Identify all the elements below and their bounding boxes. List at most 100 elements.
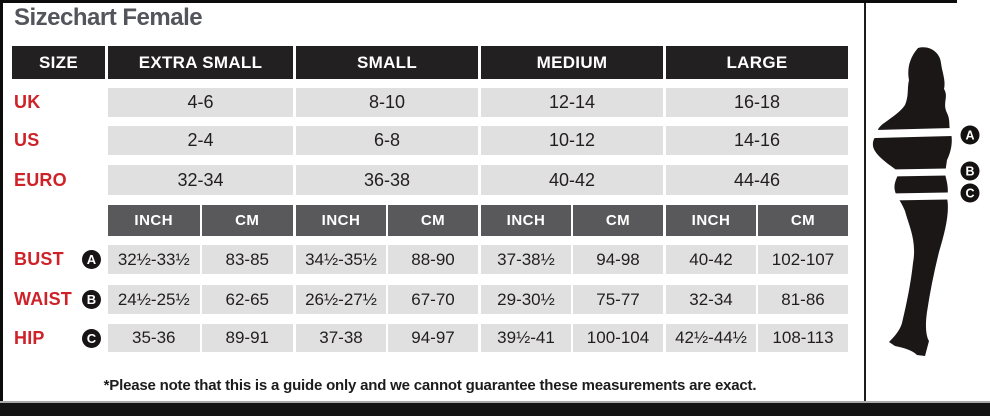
row-label-euro: EURO	[14, 169, 67, 190]
euro-small-cell: 36-38	[296, 165, 478, 195]
hip-l-inch-cell: 42½-44½	[666, 324, 756, 352]
marker-b-badge-icon: B	[82, 290, 101, 309]
marker-a-badge-icon: A	[82, 250, 101, 269]
bust-small: 34½-35½ 88-90	[296, 245, 478, 274]
table-row-waist: WAIST B 24½-25½ 62-65 26½-27½ 67-70 29-3…	[12, 285, 848, 314]
unit-cm-label: CM	[758, 205, 848, 236]
table-row-hip: HIP C 35-36 89-91 37-38 94-97 39½-41 100…	[12, 324, 848, 352]
us-small-cell: 6-8	[296, 126, 478, 155]
us-medium-cell: 10-12	[481, 126, 663, 155]
euro-extra-small-cell: 32-34	[108, 165, 293, 195]
waist-label-text: WAIST	[14, 289, 72, 309]
bust-line-gap	[865, 127, 963, 139]
waist-xs-cm-cell: 62-65	[201, 285, 293, 314]
units-medium: INCH CM	[481, 205, 663, 236]
waist-large: 32-34 81-86	[666, 285, 848, 314]
hip-s-cm-cell: 94-97	[388, 324, 478, 352]
figure-marker-b-icon	[960, 161, 980, 181]
row-label-hip: HIP C	[12, 324, 105, 352]
bust-extra-small: 32½-33½ 83-85	[108, 245, 293, 274]
bust-xs-cm-cell: 83-85	[201, 245, 293, 274]
bust-s-cm-cell: 88-90	[388, 245, 478, 274]
hip-m-cm-cell: 100-104	[573, 324, 663, 352]
figure-marker-b-label: B	[965, 165, 974, 179]
unit-cm-label: CM	[573, 205, 663, 236]
waist-l-inch-cell: 32-34	[666, 285, 756, 314]
bust-s-inch-cell: 34½-35½	[296, 245, 386, 274]
waist-m-inch-cell: 29-30½	[481, 285, 571, 314]
waist-extra-small: 24½-25½ 62-65	[108, 285, 293, 314]
hip-large: 42½-44½ 108-113	[666, 324, 848, 352]
euro-medium-cell: 40-42	[481, 165, 663, 195]
header-cell-medium: MEDIUM	[481, 46, 663, 79]
uk-large-cell: 16-18	[666, 88, 848, 117]
marker-c-badge-icon: C	[82, 328, 101, 348]
waist-l-cm-cell: 81-86	[758, 285, 848, 314]
bust-xs-inch-cell: 32½-33½	[108, 245, 200, 274]
us-extra-small-cell: 2-4	[108, 126, 293, 155]
bust-m-cm-cell: 94-98	[573, 245, 663, 274]
hip-xs-cm-cell: 89-91	[201, 324, 293, 352]
figure-marker-a-label: A	[965, 129, 974, 143]
waist-xs-inch-cell: 24½-25½	[108, 285, 200, 314]
uk-small-cell: 8-10	[296, 88, 478, 117]
hip-line-gap	[869, 192, 963, 201]
hip-small: 37-38 94-97	[296, 324, 478, 352]
table-row-bust: BUST A 32½-33½ 83-85 34½-35½ 88-90 37-38…	[12, 245, 848, 274]
header-cell-extra-small: EXTRA SMALL	[108, 46, 293, 79]
table-header-row: SIZE EXTRA SMALL SMALL MEDIUM LARGE	[12, 46, 848, 79]
figure-marker-c-icon	[960, 183, 980, 203]
footnote-text: *Please note that this is a guide only a…	[103, 377, 757, 394]
table-row-units: INCH CM INCH CM INCH CM INCH CM	[12, 205, 848, 236]
waist-m-cm-cell: 75-77	[573, 285, 663, 314]
table-row-uk: UK 4-6 8-10 12-14 16-18	[12, 88, 848, 117]
waist-line-gap	[869, 168, 963, 177]
bust-large: 40-42 102-107	[666, 245, 848, 274]
unit-inch-label: INCH	[296, 205, 386, 236]
units-extra-small: INCH CM	[108, 205, 293, 236]
header-cell-small: SMALL	[296, 46, 478, 79]
hip-extra-small: 35-36 89-91	[108, 324, 293, 352]
euro-large-cell: 44-46	[666, 165, 848, 195]
waist-s-inch-cell: 26½-27½	[296, 285, 386, 314]
unit-inch-label: INCH	[481, 205, 571, 236]
page-title: Sizechart Female	[14, 4, 203, 31]
female-silhouette-icon: A B C	[865, 47, 980, 356]
hip-xs-inch-cell: 35-36	[108, 324, 200, 352]
row-label-uk: UK	[14, 92, 41, 112]
unit-cm-label: CM	[388, 205, 478, 236]
figure-marker-c-label: C	[965, 187, 974, 201]
table-row-euro: EURO 32-34 36-38 40-42 44-46	[12, 165, 848, 195]
bottom-bar	[0, 401, 990, 416]
hip-m-inch-cell: 39½-41	[481, 324, 571, 352]
hip-label-text: HIP	[14, 327, 45, 348]
us-large-cell: 14-16	[666, 126, 848, 155]
bust-l-cm-cell: 102-107	[758, 245, 848, 274]
header-cell-size: SIZE	[12, 46, 105, 79]
bust-m-inch-cell: 37-38½	[481, 245, 571, 274]
unit-cm-label: CM	[201, 205, 293, 236]
waist-medium: 29-30½ 75-77	[481, 285, 663, 314]
bust-l-inch-cell: 40-42	[666, 245, 756, 274]
units-small: INCH CM	[296, 205, 478, 236]
row-label-bust: BUST A	[12, 245, 105, 274]
bust-medium: 37-38½ 94-98	[481, 245, 663, 274]
female-silhouette-panel: A B C	[865, 0, 990, 416]
bust-label-text: BUST	[14, 249, 64, 269]
unit-inch-label: INCH	[108, 205, 200, 236]
units-spacer-cell	[12, 205, 105, 236]
hip-s-inch-cell: 37-38	[296, 324, 386, 352]
waist-s-cm-cell: 67-70	[388, 285, 478, 314]
uk-extra-small-cell: 4-6	[108, 88, 293, 117]
waist-small: 26½-27½ 67-70	[296, 285, 478, 314]
left-border	[0, 0, 3, 401]
top-border	[0, 0, 957, 3]
units-large: INCH CM	[666, 205, 848, 236]
uk-medium-cell: 12-14	[481, 88, 663, 117]
header-cell-large: LARGE	[666, 46, 848, 79]
row-label-waist: WAIST B	[12, 285, 105, 314]
table-figure-divider	[864, 3, 866, 401]
unit-inch-label: INCH	[666, 205, 756, 236]
figure-marker-a-icon	[960, 125, 980, 145]
